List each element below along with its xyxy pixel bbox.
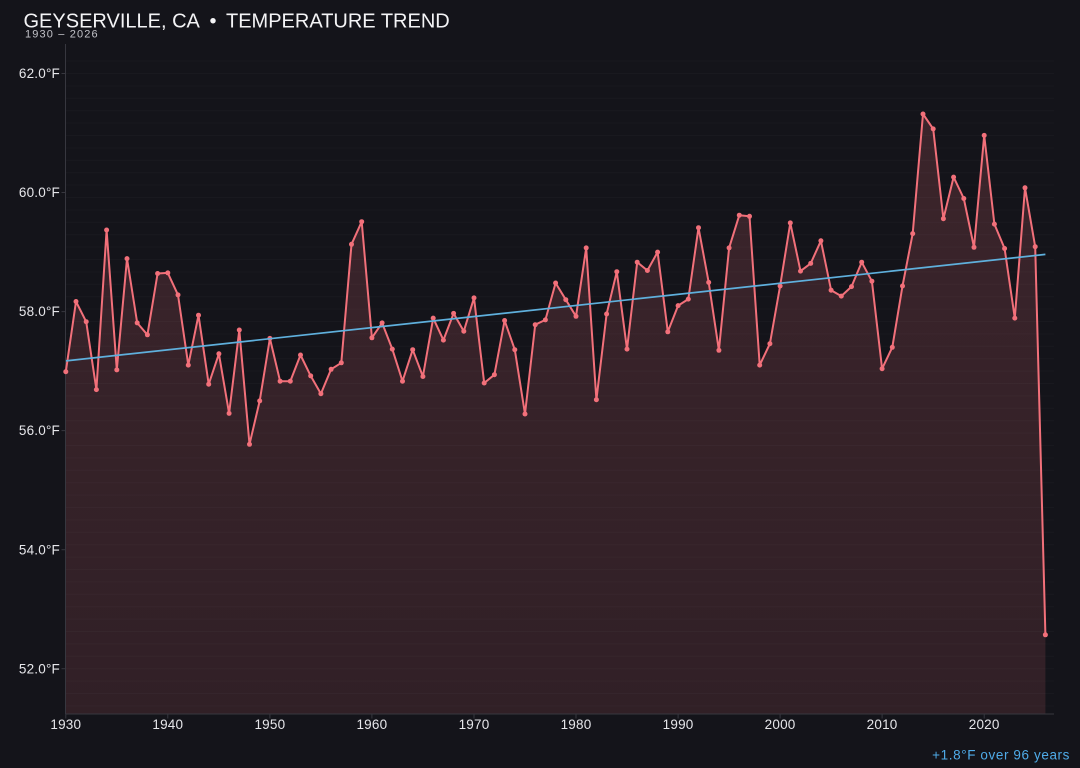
- svg-text:54.0°F: 54.0°F: [19, 542, 60, 557]
- svg-text:1970: 1970: [459, 717, 490, 732]
- svg-text:1990: 1990: [663, 717, 694, 732]
- svg-text:2020: 2020: [969, 717, 1000, 732]
- svg-text:56.0°F: 56.0°F: [19, 423, 60, 438]
- svg-text:60.0°F: 60.0°F: [19, 185, 60, 200]
- svg-text:1930: 1930: [50, 717, 81, 732]
- svg-text:52.0°F: 52.0°F: [19, 661, 60, 676]
- svg-text:1950: 1950: [254, 717, 285, 732]
- svg-text:1980: 1980: [561, 717, 592, 732]
- svg-text:2000: 2000: [765, 717, 796, 732]
- svg-text:62.0°F: 62.0°F: [19, 66, 60, 81]
- svg-text:GEYSERVILLE, CA • TEMPERATUR: GEYSERVILLE, CA • TEMPERATURE TREND: [24, 10, 450, 32]
- svg-text:1940: 1940: [152, 717, 183, 732]
- svg-text:+1.8°F over 96 years: +1.8°F over 96 years: [932, 748, 1070, 763]
- svg-text:1960: 1960: [356, 717, 387, 732]
- svg-text:1930 – 2026: 1930 – 2026: [25, 29, 99, 41]
- svg-text:58.0°F: 58.0°F: [19, 304, 60, 319]
- svg-text:2010: 2010: [867, 717, 898, 732]
